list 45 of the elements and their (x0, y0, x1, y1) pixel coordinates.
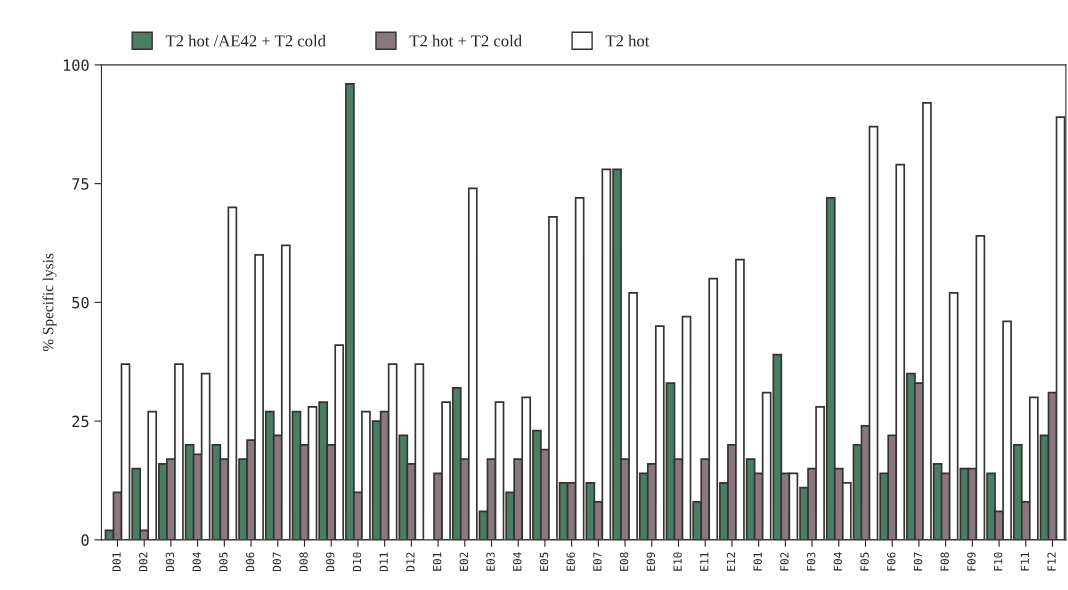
x-tick-label: F10 (993, 552, 1003, 571)
x-tick-label: F07 (913, 552, 923, 571)
x-tick-label: D09 (326, 552, 335, 571)
x-tick-label: D03 (165, 552, 175, 571)
x-tick-label: E08 (619, 552, 629, 571)
x-tick-label: E12 (726, 552, 736, 571)
x-tick-label: F11 (1020, 552, 1029, 571)
x-tick-label: E01 (432, 552, 442, 571)
y-tick-label: 50 (72, 296, 89, 309)
x-tick-label: E09 (646, 552, 656, 571)
x-tick-label: E07 (593, 552, 602, 571)
y-tick-label: 25 (72, 415, 89, 428)
x-tick-label: F03 (806, 552, 816, 571)
y-axis-title: % Specific lysis (42, 253, 57, 352)
x-tick-label: F08 (940, 552, 949, 571)
x-tick-label: D12 (406, 552, 415, 571)
x-tick-label: F09 (967, 552, 976, 571)
x-tick-label: F12 (1047, 552, 1056, 571)
y-tick-label: 75 (72, 178, 89, 190)
x-tick-label: D10 (352, 552, 362, 571)
x-tick-label: F05 (860, 552, 869, 571)
x-tick-label: E04 (513, 552, 522, 571)
x-tick-label: D04 (192, 552, 201, 571)
x-tick-label: D06 (245, 552, 255, 571)
x-tick-label: E06 (566, 552, 575, 571)
legend-label: T2 hot (605, 34, 650, 47)
legend-label: T2 hot + T2 cold (409, 34, 522, 47)
x-tick-label: E11 (700, 552, 709, 571)
x-tick-label: E05 (539, 552, 549, 571)
y-tick-label: 0 (81, 534, 89, 546)
x-tick-label: D08 (299, 552, 308, 571)
x-tick-label: D07 (272, 552, 282, 571)
y-tick-label: 100 (63, 59, 89, 71)
x-tick-label: D11 (379, 552, 388, 571)
x-tick-label: E03 (486, 552, 495, 571)
x-tick-label: F04 (833, 552, 843, 571)
x-tick-label: F02 (780, 552, 789, 571)
x-tick-label: E02 (459, 552, 469, 571)
x-tick-label: D01 (112, 552, 121, 571)
x-tick-label: D02 (139, 552, 148, 571)
legend-label: T2 hot /AE42 + T2 cold (165, 34, 326, 47)
x-tick-label: F01 (753, 552, 762, 571)
x-tick-label: F06 (887, 552, 896, 571)
x-tick-label: D05 (219, 552, 228, 571)
x-tick-label: E10 (673, 552, 682, 571)
